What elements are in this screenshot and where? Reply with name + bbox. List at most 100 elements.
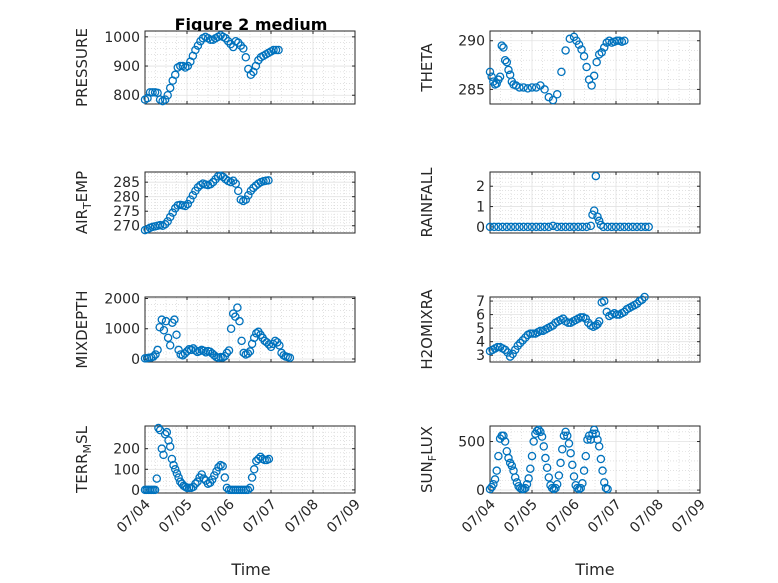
data-point bbox=[620, 222, 629, 232]
data-point bbox=[210, 471, 219, 480]
data-point bbox=[628, 222, 638, 232]
data-point bbox=[561, 222, 570, 232]
data-point bbox=[239, 44, 248, 53]
data-point bbox=[536, 326, 545, 336]
y-tick-label: 285 bbox=[458, 82, 485, 98]
data-point bbox=[592, 57, 601, 67]
data-point bbox=[174, 345, 183, 355]
data-point bbox=[565, 222, 575, 232]
data-point bbox=[588, 210, 597, 219]
data-point bbox=[504, 453, 513, 463]
data-point bbox=[583, 435, 592, 444]
x-tick-label: 07/07 bbox=[240, 497, 280, 537]
data-point bbox=[151, 350, 160, 359]
data-point bbox=[199, 346, 209, 356]
data-point bbox=[498, 222, 507, 232]
data-point bbox=[573, 222, 583, 232]
data-point bbox=[523, 222, 533, 232]
data-point bbox=[148, 88, 157, 97]
data-point bbox=[510, 473, 520, 482]
data-point bbox=[594, 442, 604, 451]
data-point bbox=[233, 303, 242, 312]
subplot-mixdepth: 0 1000 2000 MIXDEPTH bbox=[73, 290, 356, 369]
data-point bbox=[153, 345, 162, 355]
x-axis-label-right: Time bbox=[574, 560, 614, 579]
data-point bbox=[524, 474, 533, 483]
data-point bbox=[515, 83, 524, 92]
data-point bbox=[578, 222, 587, 232]
data-point bbox=[594, 216, 604, 226]
data-point bbox=[641, 222, 650, 232]
data-point bbox=[191, 346, 200, 355]
data-point bbox=[568, 460, 577, 470]
data-point bbox=[164, 436, 173, 445]
x-tick-label: 07/08 bbox=[282, 497, 322, 537]
y-tick-label: 100 bbox=[113, 462, 140, 478]
data-point bbox=[527, 83, 537, 92]
data-point bbox=[207, 475, 217, 484]
data-point bbox=[237, 336, 246, 346]
data-point bbox=[556, 458, 565, 468]
data-point bbox=[528, 329, 538, 338]
data-point bbox=[269, 45, 278, 55]
data-point bbox=[526, 464, 535, 473]
data-point bbox=[243, 349, 253, 358]
data-point bbox=[576, 483, 585, 493]
data-point bbox=[494, 451, 503, 461]
data-point bbox=[241, 53, 251, 62]
data-point bbox=[264, 340, 274, 349]
data-point bbox=[552, 222, 562, 232]
data-point bbox=[589, 425, 599, 435]
data-point bbox=[252, 329, 261, 338]
x-tick-label: 07/05 bbox=[501, 497, 541, 537]
data-point bbox=[220, 473, 230, 482]
y-tick-label: 500 bbox=[458, 435, 485, 451]
data-point bbox=[226, 324, 236, 333]
data-point bbox=[241, 195, 251, 204]
data-point bbox=[181, 201, 190, 211]
data-point bbox=[603, 222, 612, 232]
y-tick-label: 1 bbox=[476, 200, 485, 216]
data-point bbox=[183, 61, 193, 71]
subplot-rainfall: 0 1 2 RAINFALL bbox=[418, 167, 701, 237]
data-point bbox=[197, 470, 206, 479]
data-point bbox=[581, 451, 591, 461]
data-point bbox=[191, 479, 200, 488]
data-point bbox=[492, 79, 501, 88]
data-point bbox=[235, 316, 244, 326]
data-point bbox=[586, 221, 596, 231]
data-point bbox=[587, 81, 596, 90]
data-point bbox=[499, 431, 508, 440]
data-point bbox=[231, 179, 240, 188]
data-point bbox=[244, 190, 253, 200]
x-tick-label: 07/08 bbox=[627, 497, 667, 537]
data-point bbox=[233, 186, 243, 196]
data-point bbox=[502, 57, 512, 67]
y-tick-label: 285 bbox=[113, 175, 140, 191]
subplot-terr-msl: 0 100 200 07/04 07/05 07/06 07/07 07/08 07/09 TER… bbox=[73, 423, 364, 537]
y-tick-label: 0 bbox=[476, 483, 485, 499]
data-point bbox=[557, 445, 567, 454]
data-point bbox=[199, 474, 209, 483]
data-point bbox=[224, 346, 234, 355]
y-tick-label: 0 bbox=[131, 352, 140, 368]
data-point bbox=[544, 473, 554, 482]
data-point bbox=[172, 469, 182, 478]
y-tick-label: 800 bbox=[113, 88, 140, 104]
y-tick-label: 1000 bbox=[104, 30, 140, 46]
data-point bbox=[249, 465, 259, 474]
data-point bbox=[599, 222, 608, 232]
data-point bbox=[160, 95, 170, 104]
data-point bbox=[548, 95, 558, 105]
data-point bbox=[529, 437, 538, 446]
data-point bbox=[558, 314, 568, 323]
data-point bbox=[521, 483, 530, 493]
y-tick-label: 1000 bbox=[104, 322, 140, 338]
data-point bbox=[576, 313, 585, 322]
data-point bbox=[188, 190, 198, 200]
x-tick-label: 07/04 bbox=[459, 496, 499, 536]
data-point bbox=[149, 352, 158, 361]
data-point bbox=[485, 222, 495, 232]
data-point bbox=[615, 222, 625, 232]
data-point bbox=[561, 46, 570, 55]
